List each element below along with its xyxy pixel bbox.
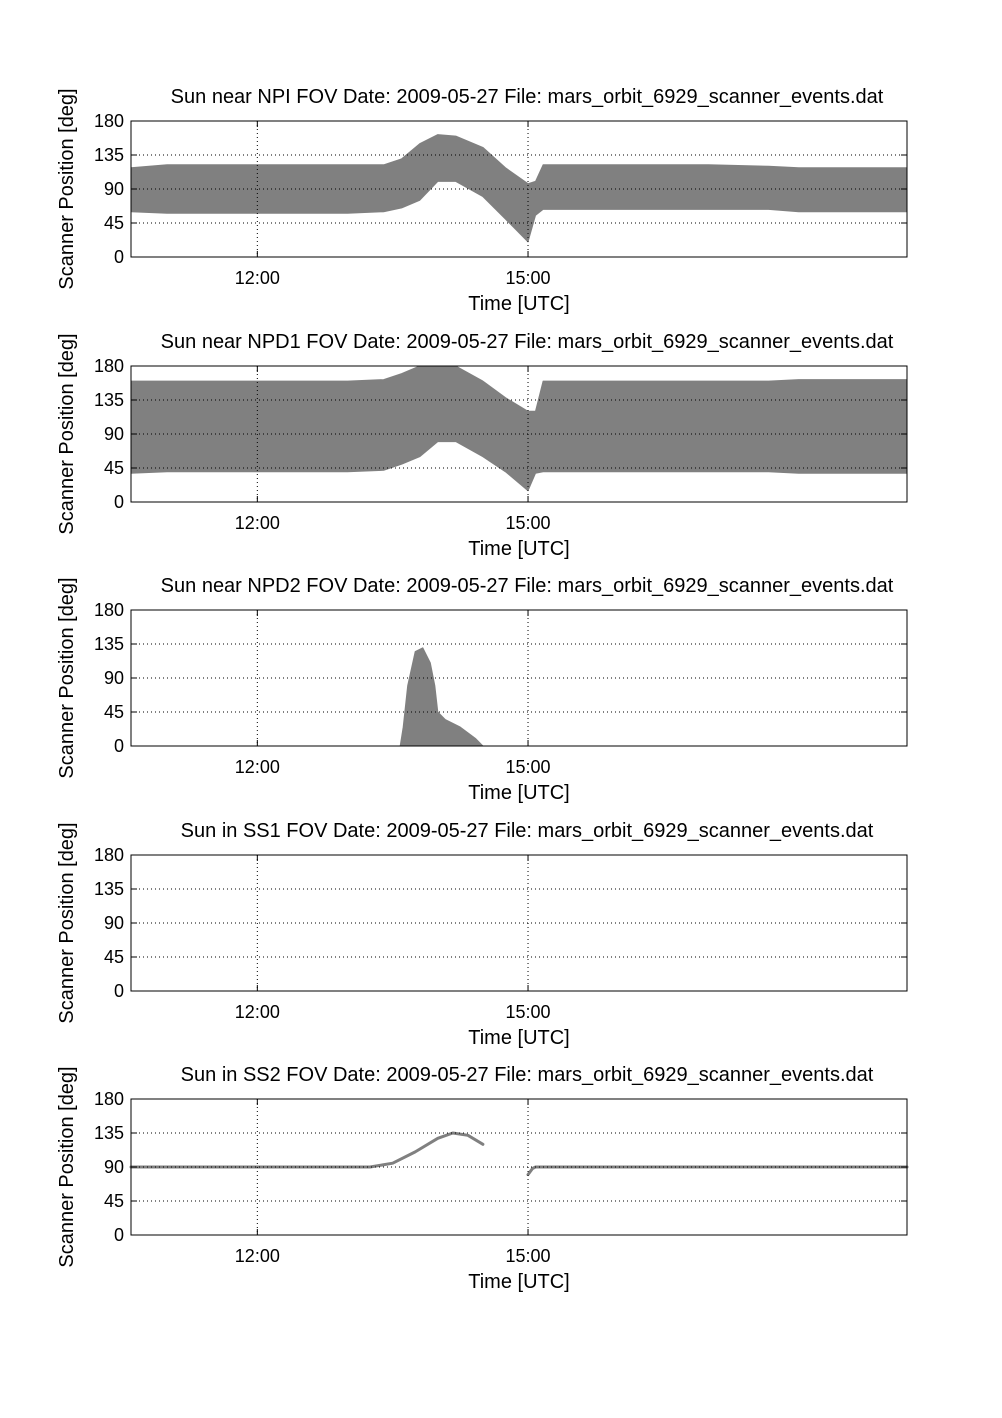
- y-tick-label: 0: [114, 247, 124, 267]
- subplot-4: Sun in SS1 FOV Date: 2009-05-27 File: ma…: [56, 820, 908, 1049]
- y-axis-label: Scanner Position [deg]: [56, 88, 78, 289]
- subplot-2: Sun near NPD1 FOV Date: 2009-05-27 File:…: [56, 331, 908, 560]
- x-tick-label: 12:00: [235, 1002, 280, 1022]
- x-axis-label: Time [UTC]: [468, 293, 569, 315]
- y-tick-label: 0: [114, 492, 124, 512]
- subplot-3: Sun near NPD2 FOV Date: 2009-05-27 File:…: [56, 575, 908, 804]
- x-tick-label: 12:00: [235, 757, 280, 777]
- y-tick-label: 135: [94, 634, 124, 654]
- x-tick-label: 15:00: [505, 757, 550, 777]
- y-axis-label: Scanner Position [deg]: [56, 577, 78, 778]
- y-tick-label: 90: [104, 913, 124, 933]
- y-tick-label: 45: [104, 947, 124, 967]
- x-axis-label: Time [UTC]: [468, 538, 569, 560]
- x-tick-label: 15:00: [505, 1002, 550, 1022]
- y-tick-label: 45: [104, 213, 124, 233]
- x-tick-label: 12:00: [235, 513, 280, 533]
- subplot-title: Sun in SS1 FOV Date: 2009-05-27 File: ma…: [181, 820, 874, 842]
- y-tick-label: 0: [114, 1225, 124, 1245]
- y-axis-label: Scanner Position [deg]: [56, 822, 78, 1023]
- y-tick-label: 180: [94, 356, 124, 376]
- subplot-1: Sun near NPI FOV Date: 2009-05-27 File: …: [56, 86, 908, 315]
- y-tick-label: 135: [94, 145, 124, 165]
- x-axis-label: Time [UTC]: [468, 1027, 569, 1049]
- subplot-title: Sun near NPI FOV Date: 2009-05-27 File: …: [171, 86, 884, 108]
- y-tick-label: 180: [94, 111, 124, 131]
- y-tick-label: 90: [104, 424, 124, 444]
- y-tick-label: 0: [114, 981, 124, 1001]
- y-tick-label: 135: [94, 1123, 124, 1143]
- y-tick-label: 45: [104, 702, 124, 722]
- y-tick-label: 90: [104, 668, 124, 688]
- y-tick-label: 90: [104, 179, 124, 199]
- subplot-title: Sun near NPD1 FOV Date: 2009-05-27 File:…: [161, 331, 894, 353]
- y-axis-label: Scanner Position [deg]: [56, 1066, 78, 1267]
- x-tick-label: 15:00: [505, 1246, 550, 1266]
- data-line-1: [129, 1131, 485, 1169]
- y-tick-label: 90: [104, 1157, 124, 1177]
- y-tick-label: 45: [104, 458, 124, 478]
- subplot-title: Sun near NPD2 FOV Date: 2009-05-27 File:…: [161, 575, 894, 597]
- x-tick-label: 12:00: [235, 1246, 280, 1266]
- subplot-panels: Sun near NPI FOV Date: 2009-05-27 File: …: [56, 86, 909, 1293]
- y-tick-label: 135: [94, 879, 124, 899]
- x-axis-label: Time [UTC]: [468, 782, 569, 804]
- y-tick-label: 0: [114, 736, 124, 756]
- subplot-5: Sun in SS2 FOV Date: 2009-05-27 File: ma…: [56, 1064, 909, 1293]
- x-tick-label: 12:00: [235, 268, 280, 288]
- y-tick-label: 180: [94, 600, 124, 620]
- x-tick-label: 15:00: [505, 268, 550, 288]
- y-tick-label: 180: [94, 845, 124, 865]
- y-tick-label: 45: [104, 1191, 124, 1211]
- x-axis-label: Time [UTC]: [468, 1271, 569, 1293]
- x-tick-label: 15:00: [505, 513, 550, 533]
- y-tick-label: 135: [94, 390, 124, 410]
- y-axis-label: Scanner Position [deg]: [56, 333, 78, 534]
- y-tick-label: 180: [94, 1089, 124, 1109]
- subplot-title: Sun in SS2 FOV Date: 2009-05-27 File: ma…: [181, 1064, 874, 1086]
